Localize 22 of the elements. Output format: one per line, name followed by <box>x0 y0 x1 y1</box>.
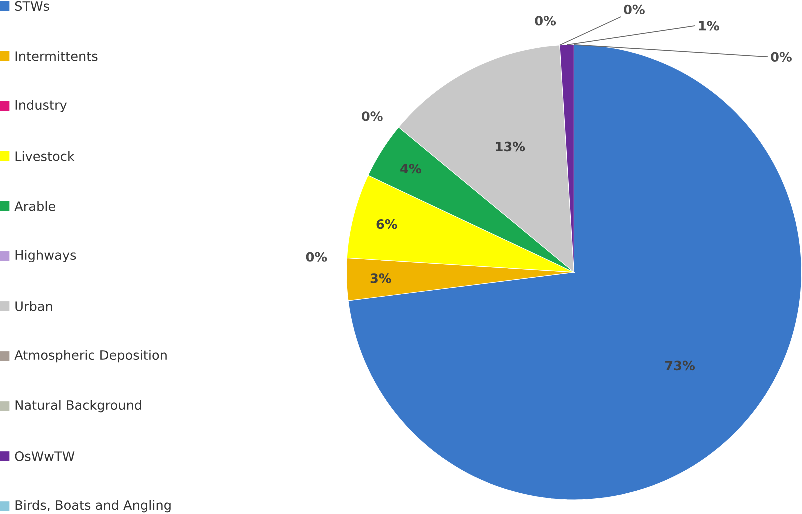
legend-label: Arable <box>14 201 56 212</box>
data-label: 13% <box>496 142 526 152</box>
legend-label: Atmospheric Deposition <box>14 350 167 363</box>
text: 0% <box>771 52 792 62</box>
legend-label: Industry <box>16 100 68 112</box>
data-label: 1% <box>699 21 720 31</box>
text: 0% <box>624 4 645 15</box>
legend-label: OsWwTW <box>15 452 75 462</box>
data-label: 73% <box>666 360 695 371</box>
data-label: 3% <box>370 274 392 284</box>
data-label: 6% <box>376 219 398 230</box>
legend-label: Natural Background <box>16 400 142 413</box>
legend-label: Intermittents <box>16 51 98 62</box>
text: 0% <box>535 16 556 26</box>
data-label: 4% <box>400 164 422 174</box>
legend-label: Urban <box>16 301 52 312</box>
legend-label: Livestock <box>16 151 75 162</box>
legend-label: STWs <box>15 1 50 12</box>
legend-label: Highways <box>16 250 76 263</box>
text: 0% <box>362 112 383 122</box>
legend-label: Birds, Boats and Angling <box>16 500 171 513</box>
text: 0% <box>306 252 328 262</box>
